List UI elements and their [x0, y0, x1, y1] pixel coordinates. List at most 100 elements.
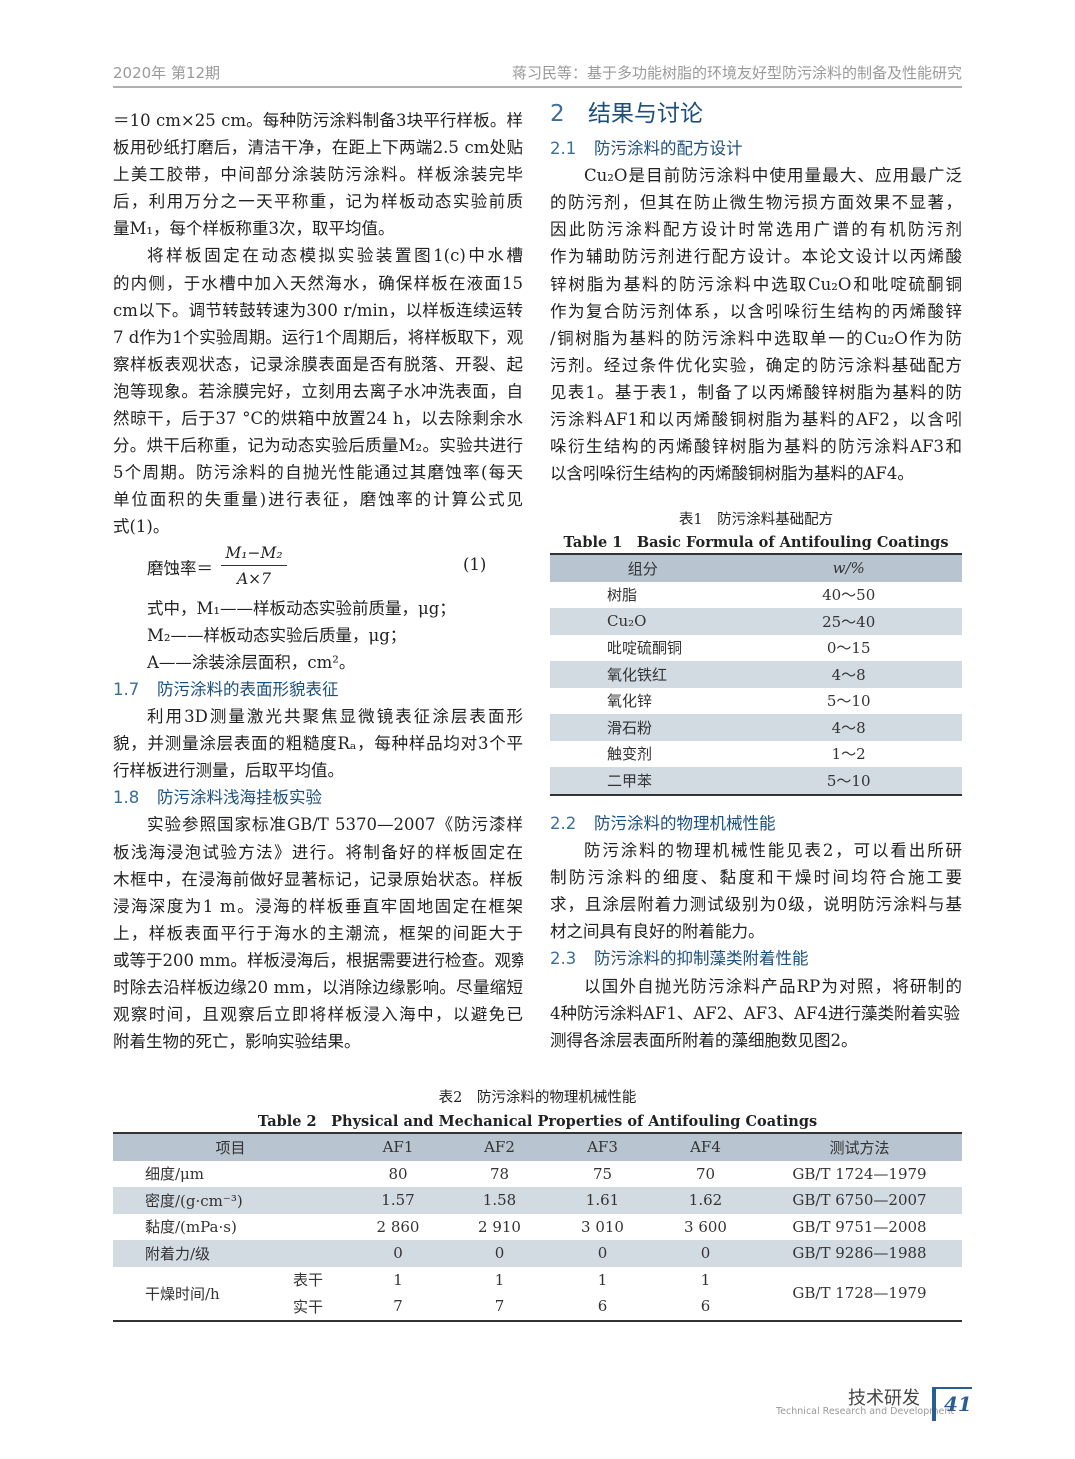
section-number: 2.1	[550, 139, 577, 159]
table-row: 干燥时间/h 表干 1 1 1 1 GB/T 1728—1979	[113, 1266, 962, 1322]
equation-denominator: A×7	[236, 569, 272, 588]
table-cell: 5～10	[735, 767, 962, 796]
row-label: 密度/(g·cm⁻³)	[113, 1187, 348, 1214]
paragraph-line: 作为辅助防污剂进行配方设计。本论文设计以丙烯酸	[550, 247, 962, 267]
table-cell: 4～8	[735, 661, 962, 688]
formula-legend-line: M₂——样板动态实验后质量，μg；	[147, 625, 407, 645]
paragraph-line: 作为复合防污剂体系，以含吲哚衍生结构的丙烯酸锌	[550, 301, 962, 321]
row-label: 细度/μm	[145, 1165, 205, 1184]
equation-lhs: 磨蚀率＝	[147, 558, 213, 578]
paragraph-line: 求，且涂层附着力测试级别为0级，说明防污涂料与基	[550, 895, 962, 915]
sub-row-label: 表干	[293, 1271, 324, 1290]
paragraph-line: 行样板进行测量，后取平均值。	[113, 761, 344, 781]
formula-legend-line: 式中，M₁——样板动态实验前质量，μg；	[147, 598, 456, 618]
section-heading: 2.3 防污涂料的抑制藻类附着性能	[550, 945, 962, 972]
paragraph-line: 观察时间，且观察后立即将样板浸入海中，以避免已	[113, 1005, 523, 1025]
test-method-cell: GB/T 1724—1979	[792, 1164, 927, 1183]
paragraph-line: 以含吲哚衍生结构的丙烯酸铜树脂为基料的AF4。	[550, 464, 914, 484]
table-cell: Cu₂O	[550, 608, 736, 635]
table-cell: 0～15	[826, 639, 871, 658]
paragraph-line: 板用砂纸打磨后，清洁干净，在距上下两端2.5 cm处贴	[113, 138, 523, 158]
table1-caption-en: Table 1 Basic Formula of Antifouling Coa…	[563, 534, 949, 551]
paragraph-line: 貌，并测量涂层表面的粗糙度Rₐ，每种样品均对3个平	[113, 734, 523, 754]
table-cell: 吡啶硫酮铜	[607, 639, 683, 658]
paragraph-line: 制防污涂料的细度、黏度和干燥时间均符合施工要	[550, 868, 962, 888]
equation-numerator: M₁−M₂	[221, 541, 287, 566]
section-number: 2.2	[550, 814, 577, 833]
table-cell: 80	[388, 1164, 408, 1183]
paragraph-line: 的内侧，于水槽中加入天然海水，确保样板在液面15	[113, 273, 523, 293]
table-row: 树脂 40～50	[550, 582, 962, 609]
section-title: 结果与讨论	[588, 101, 703, 127]
paragraph-line: 污剂。经过条件优化实验，确定的防污涂料基础配方	[550, 355, 962, 375]
table-cell: 1	[393, 1270, 403, 1289]
paragraph-line: 因此防污涂料配方设计时常选用广谱的有机防污剂	[550, 220, 962, 240]
table-header-row: 组分 w/%	[550, 553, 962, 582]
formula-legend-line: A——涂装涂层面积，cm²。	[147, 652, 356, 672]
section-title: 防污涂料的抑制藻类附着性能	[594, 949, 809, 969]
table1: 组分 w/% 树脂 40～50 Cu₂O 25～40 吡啶硫酮铜 0～15 氧化铁红 4～8 氧化锌…	[550, 553, 962, 796]
table-row: 黏度/(mPa·s) 2 860 2 910 3 010 3 600 GB/T 9751—…	[113, 1214, 962, 1241]
table-cell: 2 860	[376, 1217, 420, 1236]
page-number-frame	[932, 1387, 972, 1421]
section-title: 防污涂料浅海挂板实验	[157, 788, 322, 808]
table-cell: 1～2	[831, 745, 866, 764]
table-row: 密度/(g·cm⁻³) 1.57 1.58 1.61 1.62 GB/T 6750—200…	[113, 1187, 962, 1214]
table-cell: 氧化铁红	[550, 661, 736, 688]
table-cell: 1	[494, 1270, 505, 1289]
table-row: 触变剂 1～2	[550, 741, 962, 768]
table-row: 滑石粉 4～8	[550, 714, 962, 741]
paragraph-line: 时除去沿样板边缘20 mm，以消除边缘影响。尽量缩短	[113, 978, 523, 997]
table-header-cell: AF1	[348, 1132, 448, 1161]
section-heading: 2 结果与讨论	[550, 102, 962, 129]
paragraph-line: 4种防污涂料AF1、AF2、AF3、AF4进行藻类附着实验，	[550, 1003, 962, 1023]
paragraph-line: 7 d作为1个实验周期。运行1个周期后，将样板取下，观	[113, 327, 523, 347]
row-label: 干燥时间/h	[113, 1266, 273, 1322]
sub-row-label: 实干	[273, 1293, 348, 1322]
table-row: 二甲苯 5～10	[550, 767, 962, 796]
table-cell: 40～50	[822, 586, 876, 605]
paragraph-line: 污涂料AF1和以丙烯酸铜树脂为基料的AF2，以含吲	[550, 410, 962, 430]
row-label: 附着力/级	[113, 1240, 348, 1267]
paragraph-line: 见表1。基于表1，制备了以丙烯酸锌树脂为基料的防	[550, 382, 962, 402]
paragraph-line: 附着生物的死亡，影响实验结果。	[113, 1032, 361, 1052]
table-header-cell: 项目	[113, 1132, 348, 1161]
table-header-cell: AF2	[448, 1132, 551, 1161]
paragraph-line: 实验参照国家标准GB/T 5370—2007《防污漆样	[147, 815, 523, 835]
table-cell: 1.62	[654, 1187, 757, 1214]
table2-caption-cn: 表2 防污涂料的物理机械性能	[438, 1090, 637, 1106]
paragraph-line: Cu₂O是目前防污涂料中使用量最大、应用最广泛	[584, 166, 962, 186]
right-column-bottom: 2.2 防污涂料的物理机械性能 防污涂料的物理机械性能见表2，可以看出所研 制防污涂料…	[550, 810, 962, 1054]
table-row: Cu₂O 25～40	[550, 608, 962, 635]
table-row: 氧化锌 5～10	[550, 688, 962, 715]
paragraph-line: /铜树脂为基料的防污涂料中选取单一的Cu₂O作为防	[550, 328, 962, 348]
table-row: 氧化铁红 4～8	[550, 661, 962, 688]
paragraph-line: 将样板固定在动态模拟实验装置图1(c)中水槽	[147, 246, 523, 266]
footer-section-cn: 技术研发	[848, 1388, 920, 1409]
test-method-cell: GB/T 9751—2008	[792, 1217, 927, 1236]
table-row: 附着力/级 0 0 0 0 GB/T 9286—1988	[113, 1240, 962, 1267]
section-title: 防污涂料的表面形貌表征	[157, 679, 339, 699]
paragraph-line: 上美工胶带，中间部分涂装防污涂料。样板涂装完毕	[113, 165, 523, 185]
paragraph-line: 以国外自抛光防污涂料产品RP为对照，将研制的	[584, 976, 962, 996]
table-cell: 0	[654, 1240, 757, 1267]
paragraph-line: 单位面积的失重量)进行表征，磨蚀率的计算公式见	[113, 490, 523, 510]
table-cell: 70	[695, 1164, 716, 1183]
paragraph-line: 材之间具有良好的附着能力。	[550, 922, 765, 942]
paragraph-line: 或等于200 mm。样板浸海后，根据需要进行检查。观察	[113, 950, 523, 970]
running-title: 蒋习民等：基于多功能树脂的环境友好型防污涂料的制备及性能研究	[511, 64, 962, 82]
table2-caption-en: Table 2 Physical and Mechanical Properti…	[257, 1113, 818, 1130]
table-header-cell: AF4	[654, 1132, 757, 1161]
table-cell: 1	[597, 1270, 608, 1289]
table-cell: 触变剂	[607, 745, 653, 764]
table-cell: 25～40	[735, 608, 962, 635]
table-cell: 1.58	[448, 1187, 551, 1214]
table-cell: 氧化锌	[607, 692, 653, 711]
table-cell: 6	[551, 1293, 654, 1322]
test-method-cell: GB/T 6750—2007	[757, 1187, 962, 1214]
table-header-cell: w/%	[735, 553, 962, 582]
table-row: 实干 7 7 6 6	[113, 1293, 962, 1322]
test-method-cell: GB/T 9286—1988	[757, 1240, 962, 1267]
table-cell: 5～10	[826, 692, 871, 711]
equation: 磨蚀率＝ M₁−M₂ A×7 (1)	[113, 541, 523, 595]
